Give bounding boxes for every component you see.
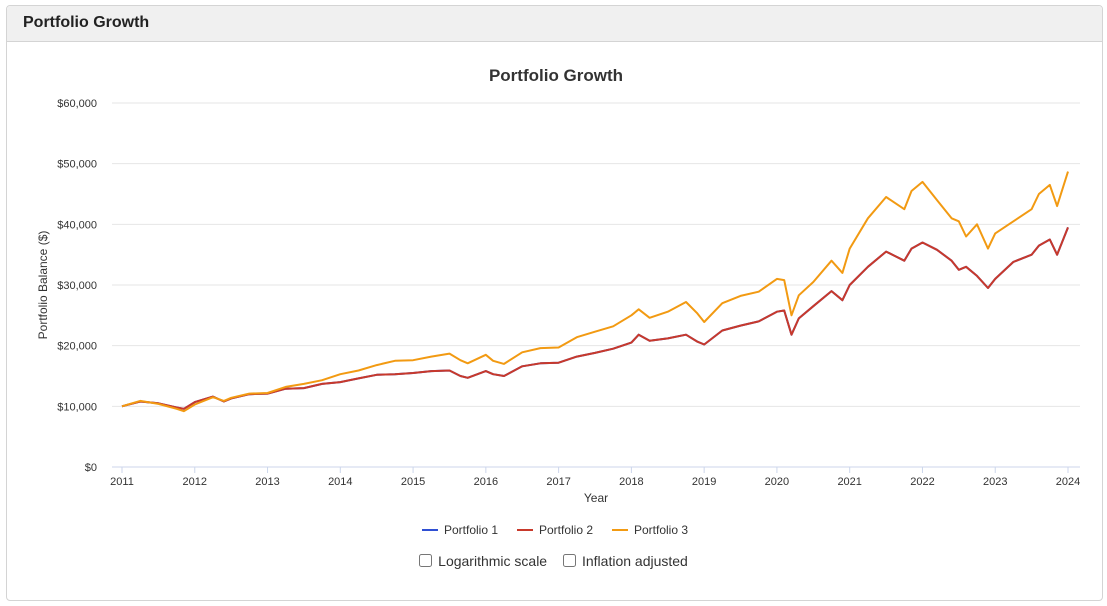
log-scale-label: Logarithmic scale <box>438 553 548 569</box>
portfolio-growth-panel: Portfolio Growth <box>6 5 1103 601</box>
x-tick-label: 2019 <box>692 476 716 488</box>
panel-title: Portfolio Growth <box>7 6 1102 42</box>
y-tick-label: $0 <box>85 462 97 474</box>
inflation-adjusted-label: Inflation adjusted <box>581 553 688 569</box>
series-line-3 <box>121 171 1069 413</box>
log-scale-checkbox[interactable] <box>419 554 433 567</box>
x-tick-label: 2015 <box>401 476 425 488</box>
x-tick-label: 2020 <box>765 476 789 488</box>
y-tick-label: $40,000 <box>57 219 97 231</box>
x-tick-label: 2011 <box>110 476 134 488</box>
x-tick-label: 2014 <box>328 476 352 488</box>
chart-options: Logarithmic scale Inflation adjusted <box>0 553 1107 569</box>
log-scale-option[interactable]: Logarithmic scale <box>419 553 547 569</box>
series-line-1 <box>121 227 1069 410</box>
x-tick-label: 2022 <box>910 476 934 488</box>
legend-label-1: Portfolio 1 <box>444 523 498 537</box>
y-tick-label: $10,000 <box>57 401 97 413</box>
y-tick-label: $60,000 <box>57 98 97 110</box>
y-tick-label: $50,000 <box>57 159 97 171</box>
x-tick-label: 2013 <box>255 476 279 488</box>
y-tick-label: $30,000 <box>57 280 97 292</box>
series-line-2 <box>121 227 1069 410</box>
x-tick-label: 2024 <box>1056 476 1080 488</box>
x-tick-label: 2018 <box>619 476 643 488</box>
y-tick-label: $20,000 <box>57 341 97 353</box>
x-tick-label: 2023 <box>983 476 1007 488</box>
y-axis-title: Portfolio Balance ($) <box>36 231 50 340</box>
chart-title: Portfolio Growth <box>489 66 623 85</box>
x-tick-label: 2021 <box>837 476 861 488</box>
inflation-adjusted-option[interactable]: Inflation adjusted <box>562 553 688 569</box>
x-axis-title: Year <box>584 491 608 505</box>
inflation-adjusted-checkbox[interactable] <box>562 554 576 567</box>
x-tick-label: 2012 <box>183 476 207 488</box>
x-tick-label: 2017 <box>546 476 570 488</box>
legend-label-3: Portfolio 3 <box>634 523 688 537</box>
legend-label-2: Portfolio 2 <box>539 523 593 537</box>
x-tick-label: 2016 <box>474 476 498 488</box>
